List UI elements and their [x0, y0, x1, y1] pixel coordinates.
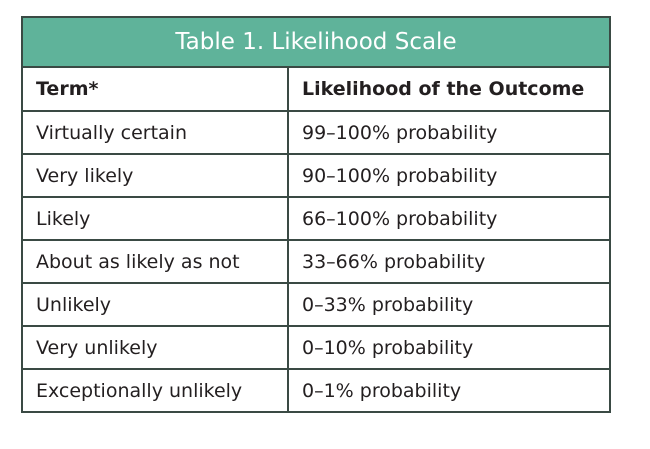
likelihood-scale-table: Table 1. Likelihood Scale Term* Likeliho…	[20, 16, 612, 413]
likelihood-cell: 66–100% probability	[286, 196, 612, 241]
term-cell: Virtually certain	[21, 110, 289, 155]
likelihood-cell: 33–66% probability	[286, 239, 612, 284]
table-row: Virtually certain 99–100% probability	[21, 110, 612, 155]
table-row: Very unlikely 0–10% probability	[21, 325, 612, 370]
term-cell: Very unlikely	[21, 325, 289, 370]
likelihood-cell: 0–1% probability	[286, 368, 612, 413]
term-cell: Exceptionally unlikely	[21, 368, 289, 413]
term-cell: About as likely as not	[21, 239, 289, 284]
table-row: Very likely 90–100% probability	[21, 153, 612, 198]
likelihood-cell: 99–100% probability	[286, 110, 612, 155]
table-row: About as likely as not 33–66% probabilit…	[21, 239, 612, 284]
table-row: Unlikely 0–33% probability	[21, 282, 612, 327]
column-header-likelihood: Likelihood of the Outcome	[286, 66, 612, 112]
column-header-row: Term* Likelihood of the Outcome	[21, 66, 612, 112]
table-row: Likely 66–100% probability	[21, 196, 612, 241]
likelihood-cell: 90–100% probability	[286, 153, 612, 198]
likelihood-cell: 0–10% probability	[286, 325, 612, 370]
table-title: Table 1. Likelihood Scale	[20, 16, 612, 68]
table-title-row: Table 1. Likelihood Scale	[20, 16, 612, 68]
likelihood-cell: 0–33% probability	[286, 282, 612, 327]
term-cell: Unlikely	[21, 282, 289, 327]
table-row: Exceptionally unlikely 0–1% probability	[21, 368, 612, 413]
column-header-term: Term*	[21, 66, 289, 112]
term-cell: Likely	[21, 196, 289, 241]
term-cell: Very likely	[21, 153, 289, 198]
